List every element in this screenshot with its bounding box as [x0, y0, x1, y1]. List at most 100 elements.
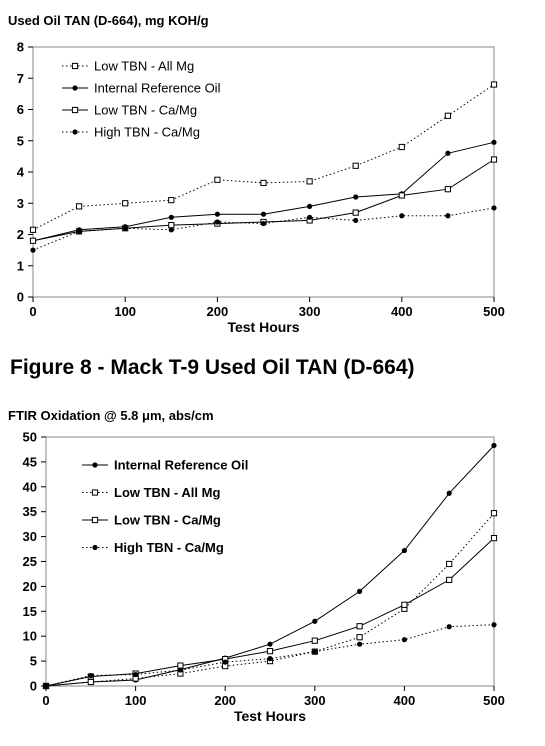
data-point — [133, 671, 139, 678]
x-tick-label: 0 — [42, 693, 49, 708]
x-axis-label: Test Hours — [234, 708, 306, 724]
legend-label: Internal Reference Oil — [114, 458, 248, 473]
data-point — [357, 588, 363, 594]
legend-swatch-marker — [92, 544, 98, 551]
data-point — [444, 186, 451, 193]
legend-item: Internal Reference Oil — [62, 81, 221, 96]
tan-chart: Used Oil TAN (D-664), mg KOH/g 0 1 2 3 4 5 6 7 8 0… — [8, 13, 505, 335]
legend-label: Low TBN - Ca/Mg — [114, 513, 221, 528]
data-point — [446, 490, 452, 496]
y-tick-label: 0 — [17, 290, 24, 305]
series-internal-reference-oil — [30, 139, 497, 244]
x-tick-label: 400 — [391, 304, 413, 319]
legend-swatch-marker — [72, 85, 78, 91]
legend-label: Low TBN - All Mg — [94, 59, 194, 74]
data-point — [260, 179, 267, 187]
series-low-tbn-ca-mg — [42, 534, 498, 690]
data-point — [87, 678, 94, 686]
legend-label: High TBN - Ca/Mg — [114, 540, 224, 555]
data-point — [490, 534, 498, 542]
data-point — [76, 228, 82, 234]
series-high-tbn-ca-mg — [43, 622, 497, 689]
series-low-tbn-ca-mg — [29, 156, 498, 244]
data-point — [312, 649, 318, 655]
y-tick-label: 20 — [23, 579, 37, 594]
x-tick-label: 100 — [125, 693, 147, 708]
data-point — [491, 622, 497, 628]
legend-swatch-marker — [71, 106, 79, 114]
legend-swatch-marker — [91, 516, 99, 524]
legend: Internal Reference Oil Low TBN - All Mg Lo… — [82, 458, 248, 555]
y-tick-label: 8 — [17, 40, 24, 55]
data-point — [446, 624, 452, 630]
series-high-tbn-ca-mg — [30, 205, 497, 253]
legend-swatch-marker — [72, 129, 78, 135]
y-tick-label: 50 — [23, 430, 37, 445]
data-point — [356, 623, 363, 630]
data-point — [122, 225, 128, 231]
data-point — [177, 662, 184, 669]
series-line — [32, 207, 495, 251]
data-point — [29, 226, 37, 233]
x-tick-label: 200 — [207, 304, 229, 319]
series-low-tbn-all-mg — [42, 510, 498, 690]
data-point — [401, 547, 407, 554]
data-point — [490, 510, 498, 517]
legend-item: High TBN - Ca/Mg — [62, 125, 200, 140]
data-point — [353, 217, 359, 224]
x-tick-label: 300 — [304, 693, 326, 708]
legend-label: Low TBN - Ca/Mg — [94, 103, 197, 118]
y-tick-label: 2 — [17, 227, 24, 242]
y-tick-label: 1 — [17, 258, 24, 273]
data-point — [29, 237, 37, 244]
x-tick-label: 500 — [483, 304, 505, 319]
data-point — [490, 156, 498, 163]
data-point — [491, 205, 497, 211]
data-point — [444, 112, 451, 119]
data-point — [490, 81, 498, 88]
data-point — [214, 219, 220, 225]
data-point — [168, 197, 175, 204]
data-point — [266, 648, 274, 655]
data-point — [352, 162, 359, 169]
data-point — [307, 203, 313, 209]
legend-swatch-marker — [92, 462, 98, 468]
y-tick-label: 5 — [30, 654, 37, 669]
x-tick-label: 400 — [394, 693, 416, 708]
x-axis-label: Test Hours — [227, 319, 299, 335]
data-point — [222, 659, 228, 665]
data-point — [401, 637, 407, 643]
legend-item: Low TBN - All Mg — [62, 59, 194, 74]
data-point — [446, 560, 453, 568]
data-point — [168, 227, 174, 233]
legend-label: Internal Reference Oil — [94, 81, 221, 96]
data-point — [43, 683, 49, 689]
data-point — [399, 213, 405, 219]
y-tick-label: 30 — [23, 529, 37, 544]
y-tick-label: 3 — [17, 196, 24, 211]
data-point — [353, 194, 359, 200]
y-tick-label: 4 — [17, 165, 25, 180]
x-tick-label: 0 — [29, 304, 36, 319]
chart-title: FTIR Oxidation @ 5.8 μm, abs/cm — [8, 408, 214, 423]
data-point — [306, 178, 313, 185]
data-point — [177, 667, 183, 673]
y-tick-label: 35 — [23, 504, 37, 519]
y-tick-label: 0 — [30, 679, 37, 694]
series-line — [45, 624, 495, 687]
ftir-chart: FTIR Oxidation @ 5.8 μm, abs/cm 0 5 10 15 20 2… — [8, 408, 505, 724]
figure-caption: Figure 8 - Mack T-9 Used Oil TAN (D-664) — [10, 356, 415, 379]
legend-swatch-marker — [91, 489, 99, 496]
data-point — [30, 247, 36, 253]
y-tick-label: 10 — [23, 629, 37, 644]
data-point — [168, 214, 174, 220]
legend: Low TBN - All Mg Internal Reference Oil Lo… — [62, 59, 221, 140]
data-point — [491, 442, 497, 449]
data-point — [356, 634, 363, 641]
series-low-tbn-all-mg — [29, 81, 498, 233]
data-point — [267, 641, 273, 647]
y-tick-label: 40 — [23, 479, 37, 494]
y-tick-label: 5 — [17, 133, 24, 148]
y-tick-label: 45 — [23, 454, 37, 469]
data-point — [357, 641, 363, 647]
